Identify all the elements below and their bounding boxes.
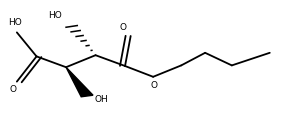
Text: OH: OH	[94, 95, 108, 104]
Text: HO: HO	[48, 11, 62, 20]
Polygon shape	[66, 67, 93, 97]
Text: O: O	[120, 23, 126, 32]
Text: O: O	[151, 81, 157, 90]
Text: O: O	[10, 85, 17, 95]
Text: HO: HO	[8, 18, 21, 27]
